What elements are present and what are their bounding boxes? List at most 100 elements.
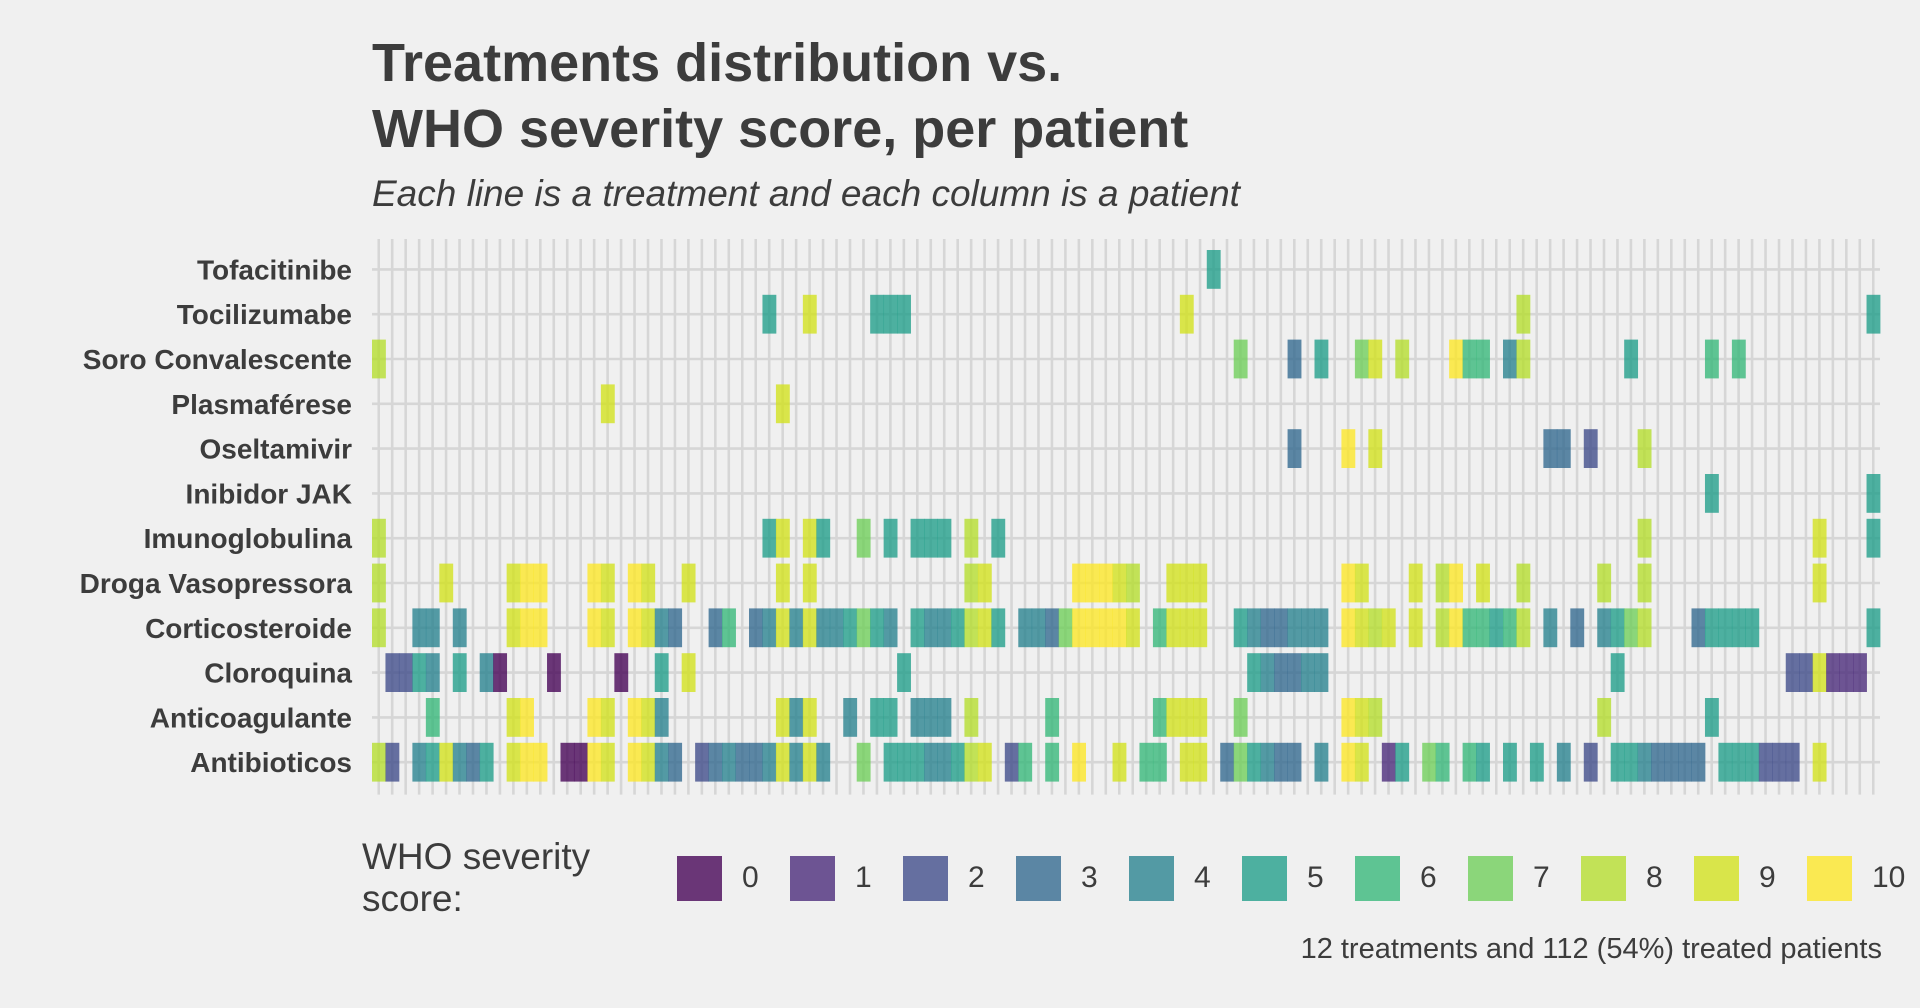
chart-subtitle: Each line is a treatment and each column… (372, 173, 1240, 214)
heatmap-cell (533, 608, 548, 648)
legend-title: WHO severity score: (362, 836, 591, 919)
heatmap-cell (722, 608, 736, 648)
heatmap-cell (1368, 698, 1383, 737)
heatmap-cell (1583, 742, 1598, 782)
chart-caption: 12 treatments and 112 (54%) treated pati… (1300, 933, 1882, 965)
heatmap-cell (816, 608, 831, 648)
heatmap-cell (1179, 608, 1194, 648)
heatmap-cell (1112, 563, 1127, 603)
heatmap-cell (1637, 742, 1652, 782)
heatmap-cell (1543, 608, 1558, 648)
heatmap-cell (1785, 742, 1800, 782)
heatmap-cell (977, 742, 992, 782)
heatmap-cell (466, 742, 481, 782)
heatmap-cell (1516, 339, 1531, 379)
heatmap-cell (1462, 742, 1477, 782)
heatmap-cell (924, 518, 938, 558)
heatmap-cell (1045, 608, 1060, 648)
heatmap-cell (439, 563, 454, 603)
heatmap-cell (1045, 742, 1060, 782)
chart-title: Treatments distribution vs. WHO severity… (372, 30, 1188, 162)
heatmap-cell (1112, 742, 1127, 782)
heatmap-cell (1516, 294, 1531, 334)
heatmap-cell (1449, 339, 1464, 379)
heatmap-cell (1758, 742, 1773, 782)
heatmap-cell (762, 518, 777, 558)
heatmap-cell (1597, 698, 1612, 737)
heatmap-cell (1152, 742, 1167, 782)
heatmap-cell (1126, 608, 1140, 648)
legend-swatch (1129, 855, 1174, 901)
heatmap-cell (695, 742, 710, 782)
heatmap-cell (1354, 608, 1369, 648)
heatmap-cell (627, 742, 642, 782)
heatmap-cell (1637, 563, 1652, 603)
legend-label: 6 (1420, 861, 1437, 894)
heatmap-cell (910, 518, 925, 558)
heatmap-cell (1826, 653, 1841, 692)
heatmap-cell (1866, 294, 1881, 334)
heatmap-cell (573, 742, 588, 782)
heatmap-cell (1004, 742, 1019, 782)
heatmap-cell (506, 608, 521, 648)
heatmap-cell (1691, 608, 1706, 648)
heatmap-cell (1381, 608, 1396, 648)
heatmap-cell (533, 742, 548, 782)
heatmap-cell (627, 563, 642, 603)
heatmap-cell (897, 294, 911, 334)
legend-item: 4 (1129, 855, 1234, 901)
heatmap-cell (1287, 742, 1302, 782)
heatmap-cell (1866, 608, 1881, 648)
heatmap-cell (1179, 698, 1194, 737)
heatmap-cell (883, 742, 898, 782)
legend-label: 8 (1646, 861, 1663, 894)
heatmap-cell (1543, 429, 1558, 468)
legend-swatch (1581, 855, 1626, 901)
heatmap-cell (1072, 608, 1087, 648)
heatmap-cell (1624, 339, 1639, 379)
heatmap-cell (802, 698, 817, 737)
heatmap-cell (372, 518, 386, 558)
legend-item: 3 (1016, 855, 1121, 901)
heatmap-cell (1368, 608, 1383, 648)
heatmap-cell (493, 653, 508, 692)
heatmap-cell (1247, 653, 1262, 692)
heatmap-cell (1570, 608, 1585, 648)
heatmap-cell (1085, 563, 1100, 603)
heatmap-cell (506, 698, 521, 737)
heatmap-cell (385, 742, 400, 782)
chart-title-line-2: WHO severity score, per patient (372, 99, 1189, 159)
heatmap-cell (1503, 339, 1517, 379)
heatmap-cell (708, 742, 723, 782)
heatmap-cell (897, 742, 911, 782)
heatmap-cell (506, 742, 521, 782)
heatmap-cell (1718, 742, 1733, 782)
heatmap-cell (1529, 742, 1544, 782)
heatmap-cell (1179, 294, 1194, 334)
heatmap-cell (775, 518, 790, 558)
heatmap-cell (1314, 742, 1329, 782)
heatmap-cell (1314, 653, 1329, 692)
heatmap-cell (1449, 563, 1464, 603)
heatmap-cell (883, 608, 898, 648)
heatmap-cell (1664, 742, 1679, 782)
heatmap-cell (991, 518, 1006, 558)
legend-swatch (790, 855, 835, 901)
heatmap-cell (1354, 698, 1369, 737)
heatmap-cell (964, 608, 979, 648)
heatmap-cell (924, 742, 938, 782)
heatmap-cell (520, 698, 534, 737)
heatmap-cell (1139, 742, 1154, 782)
heatmap-cell (802, 518, 817, 558)
heatmap-cell (385, 653, 400, 692)
heatmap-cell (910, 608, 925, 648)
heatmap-cell (937, 518, 952, 558)
heatmap-cell (627, 608, 642, 648)
heatmap-cell (520, 563, 534, 603)
heatmap-cell (1812, 518, 1827, 558)
heatmap-cell (937, 698, 952, 737)
heatmap-cell (1422, 742, 1437, 782)
heatmap-cell (924, 608, 938, 648)
treatment-label: Inibidor JAK (186, 478, 352, 509)
heatmap-cell (924, 698, 938, 737)
